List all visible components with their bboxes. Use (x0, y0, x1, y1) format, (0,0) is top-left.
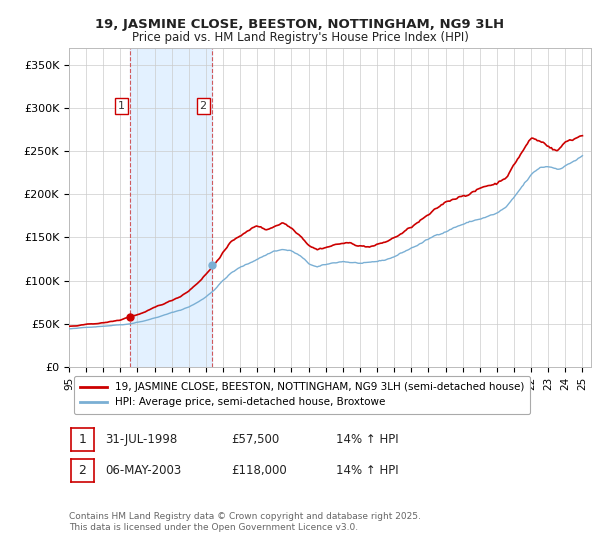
Text: Contains HM Land Registry data © Crown copyright and database right 2025.
This d: Contains HM Land Registry data © Crown c… (69, 512, 421, 532)
Legend: 19, JASMINE CLOSE, BEESTON, NOTTINGHAM, NG9 3LH (semi-detached house), HPI: Aver: 19, JASMINE CLOSE, BEESTON, NOTTINGHAM, … (74, 376, 530, 414)
Text: 19, JASMINE CLOSE, BEESTON, NOTTINGHAM, NG9 3LH: 19, JASMINE CLOSE, BEESTON, NOTTINGHAM, … (95, 18, 505, 31)
Text: £57,500: £57,500 (231, 433, 279, 446)
Text: 31-JUL-1998: 31-JUL-1998 (105, 433, 177, 446)
Text: 2: 2 (200, 101, 207, 111)
Text: £118,000: £118,000 (231, 464, 287, 477)
Bar (130, 48, 212, 367)
Text: 14% ↑ HPI: 14% ↑ HPI (336, 464, 398, 477)
Text: 06-MAY-2003: 06-MAY-2003 (105, 464, 181, 477)
Text: 1: 1 (78, 433, 86, 446)
Text: 1: 1 (118, 101, 125, 111)
Text: 14% ↑ HPI: 14% ↑ HPI (336, 433, 398, 446)
Text: 2: 2 (78, 464, 86, 477)
Text: Price paid vs. HM Land Registry's House Price Index (HPI): Price paid vs. HM Land Registry's House … (131, 31, 469, 44)
